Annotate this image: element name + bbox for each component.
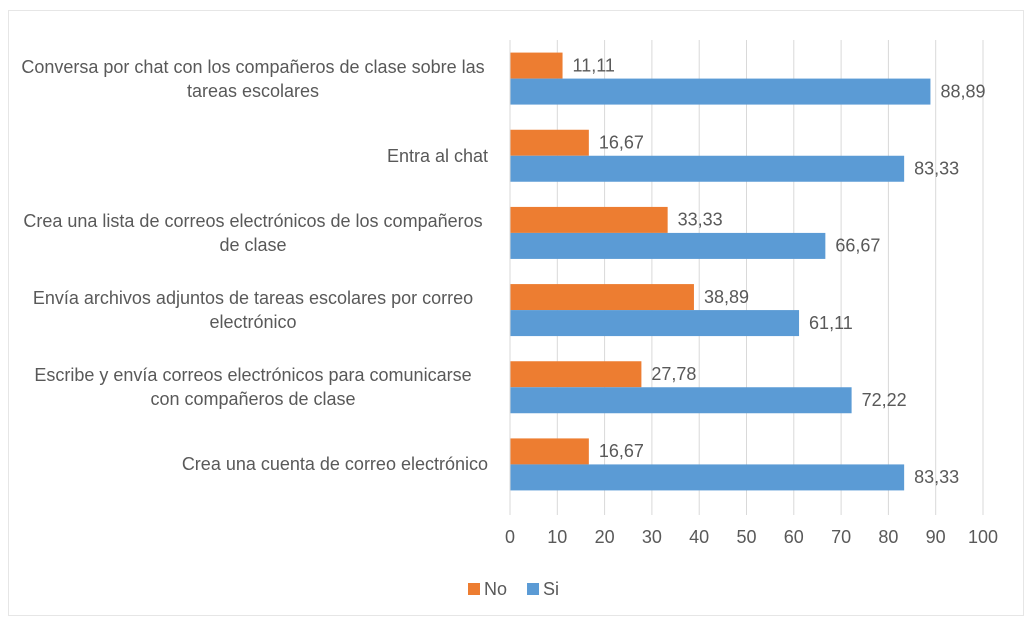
y-tick-label: Conversa por chat con los compañeros de … xyxy=(18,55,488,103)
bar xyxy=(510,78,931,105)
legend-swatch xyxy=(527,583,540,595)
bar xyxy=(510,310,800,337)
y-tick-text: Entra al chat xyxy=(386,145,488,166)
y-tick-label: Crea una cuenta de correo electrónico xyxy=(18,452,488,476)
bar xyxy=(510,232,826,259)
data-label: 83,33 xyxy=(914,467,959,487)
bar xyxy=(510,464,905,491)
data-label: 16,67 xyxy=(599,133,644,153)
y-tick-text: Crea una lista de correos electrónicos d… xyxy=(23,210,483,255)
x-tick-label: 0 xyxy=(505,527,515,547)
data-label: 33,33 xyxy=(678,210,723,230)
bar xyxy=(510,155,905,182)
bar xyxy=(510,52,563,79)
legend-label: No xyxy=(484,579,507,599)
x-tick-label: 20 xyxy=(595,527,615,547)
data-label: 38,89 xyxy=(704,287,749,307)
bar xyxy=(510,361,642,388)
bar xyxy=(510,387,852,414)
x-tick-label: 60 xyxy=(784,527,804,547)
x-tick-label: 90 xyxy=(926,527,946,547)
x-tick-label: 70 xyxy=(831,527,851,547)
y-tick-text: Envía archivos adjuntos de tareas escola… xyxy=(32,288,474,333)
data-label: 83,33 xyxy=(914,159,959,179)
x-tick-label: 80 xyxy=(878,527,898,547)
x-tick-label: 50 xyxy=(736,527,756,547)
y-tick-text: Conversa por chat con los compañeros de … xyxy=(21,56,485,101)
data-label: 11,11 xyxy=(573,55,615,75)
bar xyxy=(510,438,589,465)
y-tick-label: Escribe y envía correos electrónicos par… xyxy=(18,363,488,411)
y-tick-label: Entra al chat xyxy=(18,144,488,168)
y-tick-text: Escribe y envía correos electrónicos par… xyxy=(34,365,472,410)
bar xyxy=(510,284,694,311)
legend-swatch xyxy=(468,583,480,595)
x-tick-label: 10 xyxy=(547,527,567,547)
data-label: 66,67 xyxy=(835,236,880,256)
y-tick-label: Envía archivos adjuntos de tareas escola… xyxy=(18,286,488,334)
bar xyxy=(510,206,668,233)
data-label: 88,89 xyxy=(940,81,985,101)
y-tick-text: Crea una cuenta de correo electrónico xyxy=(181,454,488,475)
x-tick-label: 30 xyxy=(642,527,662,547)
x-tick-label: 100 xyxy=(968,527,998,547)
data-label: 27,78 xyxy=(651,364,696,384)
bar xyxy=(510,129,589,156)
y-tick-label: Crea una lista de correos electrónicos d… xyxy=(18,209,488,257)
data-label: 72,22 xyxy=(862,390,907,410)
data-label: 16,67 xyxy=(599,441,644,461)
x-tick-label: 40 xyxy=(689,527,709,547)
data-label: 61,11 xyxy=(809,313,853,333)
legend-label: Si xyxy=(543,579,559,599)
